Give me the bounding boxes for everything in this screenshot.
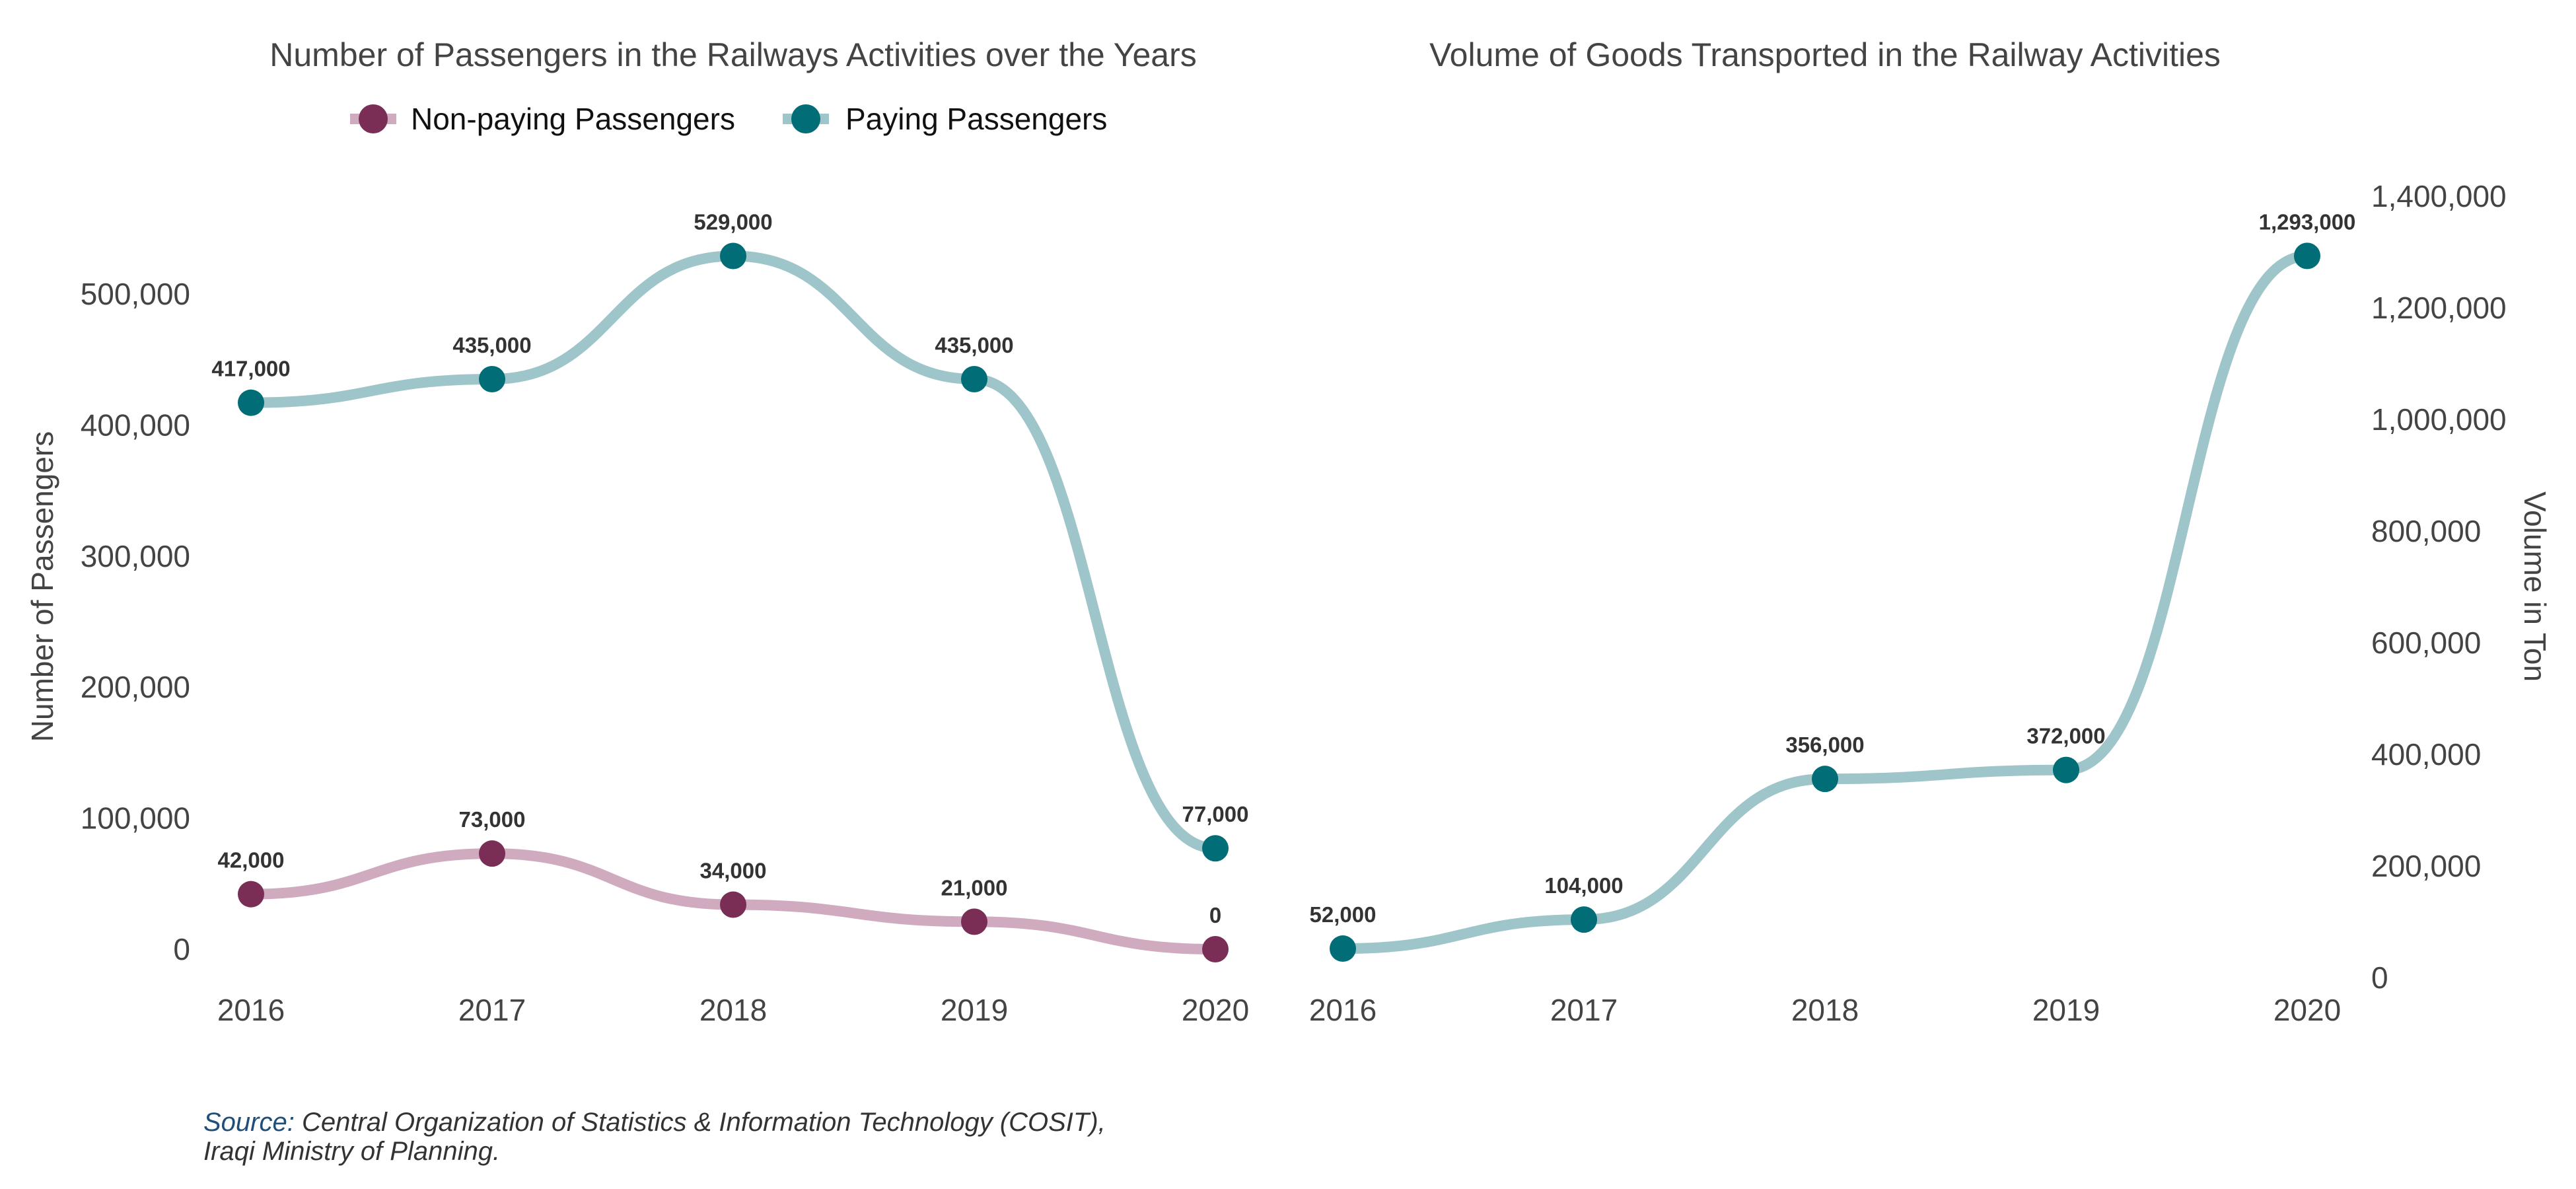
x-tick-label: 2019 [2032, 993, 2100, 1027]
goods-point [1812, 766, 1838, 793]
paying-point [238, 389, 264, 416]
passengers-chart: Number of Passengers in the Railways Act… [25, 36, 1249, 1027]
goods-point [2053, 756, 2079, 783]
y-tick-label: 400,000 [81, 408, 190, 442]
paying-line [246, 250, 1221, 854]
x-tick-label: 2017 [458, 993, 526, 1027]
data-label: 372,000 [2026, 724, 2105, 748]
passengers-x-ticks: 2016 2017 2018 2019 2020 [217, 993, 1249, 1027]
source-label: Source: [203, 1108, 295, 1137]
nonpaying-point [238, 881, 264, 908]
goods-point [1571, 906, 1597, 933]
passengers-y-ticks: 0 100,000 200,000 300,000 400,000 500,000 [81, 277, 190, 966]
x-tick-label: 2018 [699, 993, 767, 1027]
y-tick-label: 1,000,000 [2371, 402, 2507, 437]
x-tick-label: 2020 [2273, 993, 2341, 1027]
x-tick-label: 2020 [1182, 993, 1249, 1027]
data-label: 21,000 [941, 875, 1008, 900]
legend-label-paying: Paying Passengers [845, 102, 1107, 136]
y-tick-label: 200,000 [81, 670, 190, 704]
y-tick-label: 300,000 [81, 539, 190, 573]
paying-point [720, 242, 746, 270]
legend-item-nonpaying: Non-paying Passengers [350, 102, 735, 136]
x-tick-label: 2016 [1309, 993, 1377, 1027]
data-label: 356,000 [1785, 733, 1864, 757]
goods-lines [1338, 250, 2312, 955]
passengers-data-labels: 42,000 73,000 34,000 21,000 0 417,000 435,000 5… [211, 209, 1248, 927]
nonpaying-point [961, 908, 987, 935]
x-tick-label: 2017 [1550, 993, 1618, 1027]
legend-swatch-paying-dot [791, 104, 820, 133]
legend-item-paying: Paying Passengers [783, 102, 1107, 136]
data-label: 417,000 [211, 357, 290, 381]
goods-y-ticks: 0 200,000 400,000 600,000 800,000 1,000,000 1,… [2371, 179, 2507, 995]
nonpaying-point [479, 840, 505, 867]
data-label: 1,293,000 [2259, 209, 2356, 234]
data-label: 435,000 [452, 333, 531, 357]
paying-point [479, 365, 505, 392]
goods-chart-title: Volume of Goods Transported in the Railw… [1429, 36, 2221, 73]
data-label: 73,000 [459, 807, 526, 832]
y-tick-label: 0 [173, 932, 190, 966]
nonpaying-point [1202, 936, 1229, 962]
source-line-1: Source: Central Organization of Statisti… [203, 1108, 1106, 1137]
y-tick-label: 100,000 [81, 801, 190, 836]
goods-y-axis-label: Volume in Ton [2518, 491, 2552, 682]
y-tick-label: 500,000 [81, 277, 190, 311]
goods-chart: Volume of Goods Transported in the Railw… [1309, 36, 2552, 1027]
legend-swatch-nonpaying-dot [359, 104, 388, 133]
data-label: 0 [1209, 903, 1221, 927]
source-text-1: Central Organization of Statistics & Inf… [294, 1108, 1106, 1137]
goods-data-labels: 52,000 104,000 356,000 372,000 1,293,000 [1310, 209, 2356, 927]
passengers-y-axis-label: Number of Passengers [25, 431, 59, 742]
x-tick-label: 2016 [217, 993, 285, 1027]
legend: Non-paying Passengers Paying Passengers [350, 102, 1107, 136]
goods-point [2294, 242, 2320, 270]
paying-point [1202, 835, 1229, 862]
passengers-points [238, 242, 1229, 962]
legend-label-nonpaying: Non-paying Passengers [411, 102, 735, 136]
data-label: 52,000 [1310, 902, 1377, 927]
goods-points [1330, 242, 2320, 962]
goods-line [1338, 250, 2312, 955]
source-line-2: Iraqi Ministry of Planning. [203, 1137, 501, 1166]
y-tick-label: 400,000 [2371, 737, 2481, 772]
y-tick-label: 600,000 [2371, 626, 2481, 660]
nonpaying-point [720, 891, 746, 918]
passengers-chart-title: Number of Passengers in the Railways Act… [269, 36, 1196, 73]
paying-point [961, 365, 987, 392]
data-label: 435,000 [935, 333, 1013, 357]
y-tick-label: 0 [2371, 960, 2388, 995]
goods-x-ticks: 2016 2017 2018 2019 2020 [1309, 993, 2341, 1027]
data-label: 104,000 [1544, 873, 1623, 898]
goods-point [1330, 935, 1356, 962]
y-tick-label: 1,200,000 [2371, 291, 2507, 325]
x-tick-label: 2018 [1791, 993, 1859, 1027]
source-note: Source: Central Organization of Statisti… [203, 1108, 1106, 1166]
x-tick-label: 2019 [941, 993, 1008, 1027]
data-label: 34,000 [700, 859, 767, 883]
data-label: 77,000 [1182, 802, 1249, 826]
data-label: 42,000 [218, 848, 285, 873]
passengers-lines [246, 250, 1221, 955]
y-tick-label: 200,000 [2371, 849, 2481, 883]
y-tick-label: 800,000 [2371, 514, 2481, 548]
y-tick-label: 1,400,000 [2371, 179, 2507, 213]
data-label: 529,000 [694, 209, 772, 234]
